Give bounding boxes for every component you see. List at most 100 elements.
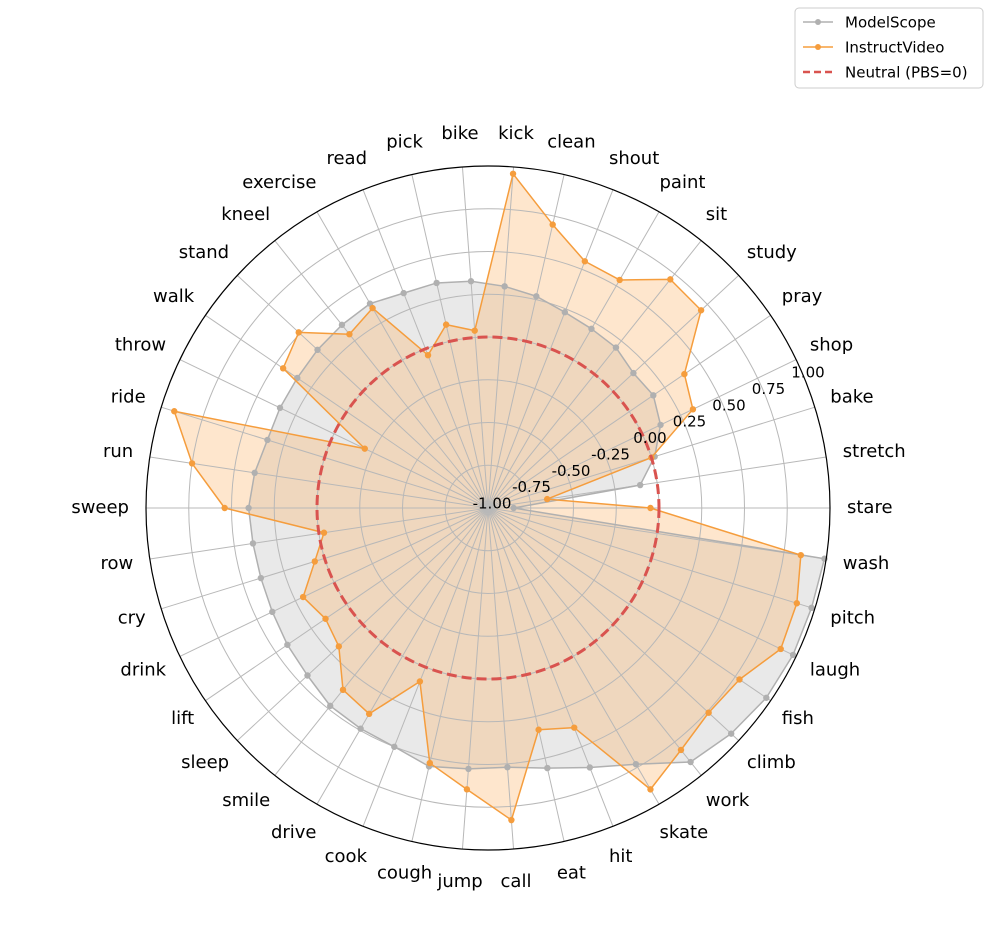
point-instructvideo-row <box>320 529 328 536</box>
point-modelscope-shout <box>561 309 569 316</box>
point-modelscope-call <box>504 763 511 771</box>
point-modelscope-climb <box>727 730 735 737</box>
point-instructvideo-sit <box>667 276 674 283</box>
category-label-stretch: stretch <box>843 441 906 462</box>
point-modelscope-drive <box>357 725 364 732</box>
point-modelscope-laugh <box>789 651 797 659</box>
rtick-label: 1.00 <box>791 364 824 382</box>
category-label-study: study <box>747 242 797 263</box>
point-instructvideo-pick <box>442 321 450 328</box>
point-modelscope-sleep <box>304 672 311 679</box>
point-instructvideo-clean <box>549 221 556 228</box>
point-instructvideo-paint <box>616 276 623 284</box>
point-modelscope-kick <box>501 283 508 290</box>
point-instructvideo-fish <box>736 676 743 683</box>
point-instructvideo-cook <box>416 678 424 685</box>
point-instructvideo-stretch <box>543 495 551 503</box>
polar-frame <box>145 165 831 851</box>
point-modelscope-cook <box>391 743 398 750</box>
legend-frame <box>794 7 984 89</box>
point-instructvideo-shout <box>581 258 589 265</box>
category-label-drink: drink <box>120 660 166 681</box>
point-modelscope-stare <box>510 504 517 512</box>
category-label-lift: lift <box>171 708 194 729</box>
point-instructvideo-call <box>508 816 515 824</box>
series-fill-modelscope <box>248 281 825 769</box>
point-modelscope-read <box>400 289 407 297</box>
point-modelscope-jump <box>465 765 472 773</box>
point-modelscope-skate <box>632 761 640 768</box>
point-instructvideo-kick <box>509 170 517 177</box>
category-label-stand: stand <box>179 242 229 263</box>
category-label-smile: smile <box>222 790 270 811</box>
category-label-throw: throw <box>115 334 166 355</box>
series-lines <box>171 170 828 824</box>
point-modelscope-stretch <box>636 481 644 489</box>
point-instructvideo-work <box>677 746 685 754</box>
category-label-call: call <box>501 871 532 892</box>
category-label-fish: fish <box>782 708 814 729</box>
category-label-skate: skate <box>660 822 709 843</box>
grid-spoke <box>487 189 614 509</box>
polar-frame-group <box>145 165 831 851</box>
point-instructvideo-read <box>424 351 432 359</box>
category-labels: stare stretch bake shop pray study sitpaintsho… <box>71 123 905 892</box>
grid-spoke <box>205 507 489 702</box>
category-label-kneel: kneel <box>221 204 270 225</box>
legend-label-instructvideo: InstructVideo <box>845 39 944 57</box>
point-modelscope-walk <box>294 374 301 382</box>
point-modelscope-fish <box>763 694 770 701</box>
point-modelscope-drink <box>269 608 276 616</box>
point-instructvideo-study <box>697 307 705 314</box>
point-modelscope-kneel <box>338 321 346 329</box>
category-label-shout: shout <box>609 148 659 169</box>
point-instructvideo-stand <box>295 329 302 336</box>
legend-label-neutral: Neutral (PBS=0) <box>845 64 968 82</box>
category-label-eat: eat <box>557 863 586 884</box>
point-modelscope-run <box>251 469 258 477</box>
point-modelscope-cry <box>257 574 265 582</box>
legend-label-modelscope: ModelScope <box>845 14 936 32</box>
point-instructvideo-walk <box>279 365 287 372</box>
point-instructvideo-eat <box>535 726 542 733</box>
category-label-paint: paint <box>660 172 706 193</box>
point-instructvideo-bike <box>471 327 478 334</box>
point-instructvideo-stare <box>647 504 654 512</box>
point-instructvideo-jump <box>463 786 471 793</box>
neutral-ring <box>315 335 661 681</box>
legend-dot-instructvideo <box>815 44 821 50</box>
category-label-wash: wash <box>843 553 890 574</box>
point-modelscope-study <box>630 369 637 377</box>
point-modelscope-pick <box>433 279 440 287</box>
category-label-bake: bake <box>830 387 873 408</box>
category-label-clean: clean <box>547 131 595 152</box>
grid-spoke <box>316 211 489 509</box>
category-label-drive: drive <box>271 822 317 843</box>
radial-tick-labels: -1.00-0.75-0.50-0.250.00 0.25 0.50 0.75 1.00 <box>473 364 825 513</box>
point-instructvideo-cough <box>426 759 433 767</box>
category-label-row: row <box>100 553 133 574</box>
point-modelscope-work <box>687 758 694 766</box>
point-modelscope-throw <box>276 404 284 412</box>
point-modelscope-pray <box>650 392 657 399</box>
rtick-label: 0.75 <box>752 380 785 398</box>
legend-dot-modelscope <box>815 19 821 25</box>
point-modelscope-eat <box>544 764 551 772</box>
category-label-pray: pray <box>782 286 823 307</box>
point-modelscope-sit <box>612 344 620 351</box>
point-instructvideo-sweep <box>221 504 228 512</box>
point-instructvideo-cry <box>311 558 318 565</box>
point-instructvideo-ride <box>171 408 178 415</box>
point-instructvideo-drive <box>365 710 373 718</box>
point-instructvideo-drink <box>299 593 307 601</box>
point-instructvideo-shop <box>689 406 697 413</box>
grid-spoke <box>487 507 771 702</box>
point-modelscope-paint <box>588 325 595 333</box>
point-instructvideo-run <box>188 460 196 467</box>
point-modelscope-clean <box>533 293 540 300</box>
category-label-sleep: sleep <box>181 752 229 773</box>
point-instructvideo-sleep <box>335 643 343 650</box>
category-label-stare: stare <box>847 497 893 518</box>
neutral-ring-group <box>315 335 661 681</box>
